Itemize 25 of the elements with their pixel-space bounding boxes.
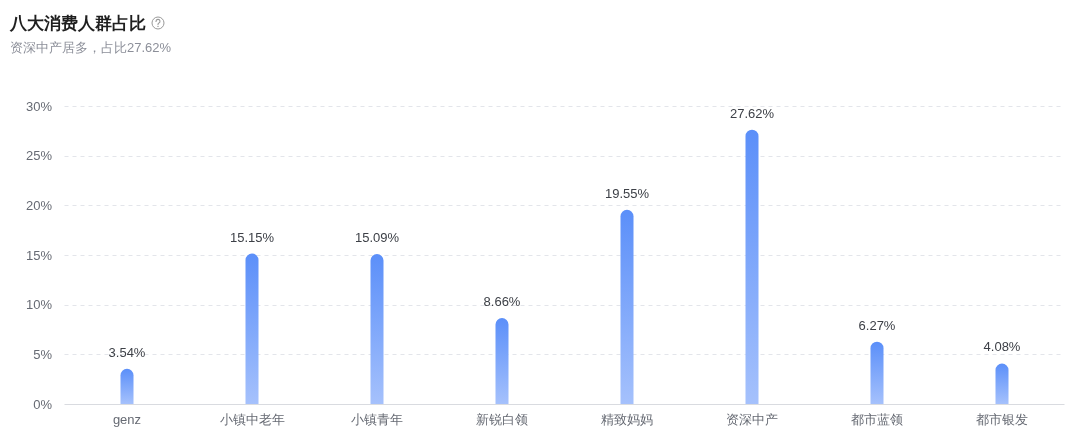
ytick-label: 15% xyxy=(25,247,52,263)
data-label: 19.55% xyxy=(604,185,650,201)
xtick-label: 小镇中老年 xyxy=(219,412,285,427)
title: 八大消费人群占比 xyxy=(10,14,146,33)
data-label: 27.62% xyxy=(729,105,775,121)
xtick-label: 精致妈妈 xyxy=(601,412,653,427)
ytick-label: 20% xyxy=(25,197,52,213)
ytick-label: 10% xyxy=(25,297,52,313)
data-label: 15.09% xyxy=(354,230,400,246)
data-label: 4.08% xyxy=(983,339,1021,355)
data-label: 6.27% xyxy=(858,317,896,333)
ytick-label: 30% xyxy=(25,98,52,114)
xtick-label: 都市银发 xyxy=(976,412,1028,427)
subtitle: 资深中产居多，占比27.62% xyxy=(10,40,172,55)
xtick-label: 新锐白领 xyxy=(476,412,528,427)
data-label: 15.15% xyxy=(229,229,275,245)
ytick-label: 25% xyxy=(25,148,52,164)
ytick-label: 5% xyxy=(33,346,52,362)
xtick-label: 小镇青年 xyxy=(351,412,403,427)
xtick-label: genz xyxy=(112,412,142,427)
data-label: 8.66% xyxy=(483,294,521,309)
data-label: 3.54% xyxy=(108,344,146,360)
ytick-label: 0% xyxy=(33,396,52,412)
xtick-label: 资深中产 xyxy=(726,412,778,427)
xtick-label: 都市蓝领 xyxy=(851,412,903,427)
